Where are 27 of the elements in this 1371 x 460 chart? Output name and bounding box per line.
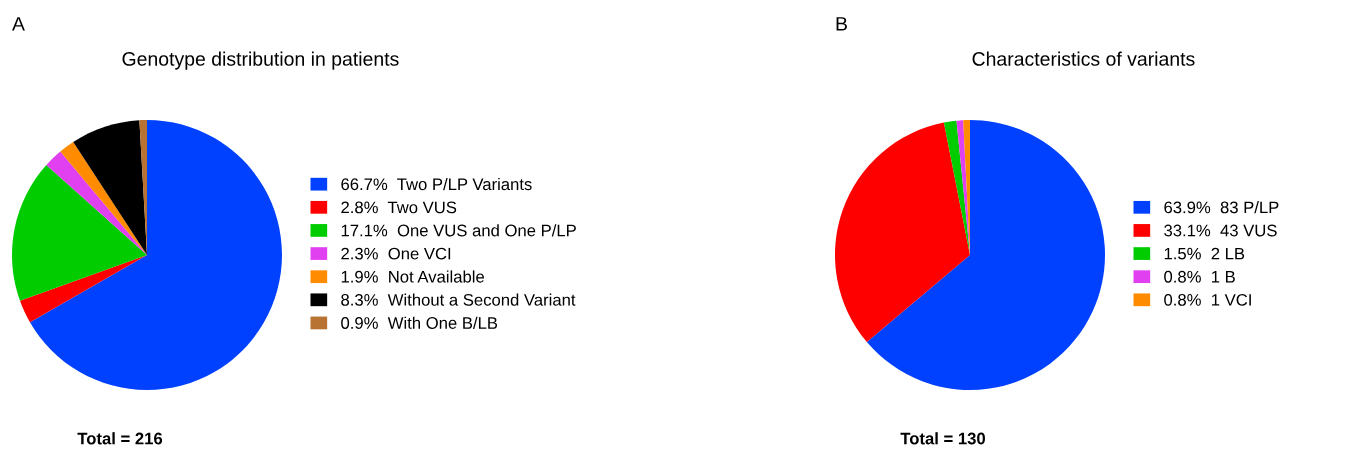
pie-slice: [46, 151, 147, 255]
pie-slice: [12, 165, 147, 301]
legend-label: 0.8% 1 B: [1164, 270, 1235, 283]
chart-title: Genotype distribution in patients: [122, 51, 399, 70]
chart-title: Characteristics of variants: [972, 51, 1195, 66]
text: Total = 130: [900, 432, 986, 445]
pie-slice: [943, 120, 970, 255]
text: A: [12, 17, 25, 31]
legend-label: 63.9% 83 P/LP: [1164, 201, 1279, 214]
legend-label: 2.8% Two VUS: [341, 201, 457, 214]
legend-label: 0.9% With One B/LB: [341, 316, 498, 329]
pie-slice: [29, 120, 282, 390]
legend-label: 8.3% Without a Second Variant: [341, 293, 576, 306]
pie-slice: [866, 120, 1105, 390]
legend-label: 17.1% One VUS and One P/LP: [341, 224, 576, 237]
pie-slice: [835, 122, 970, 343]
legend-label: 2.3% One VCI: [341, 247, 451, 260]
pie-slice: [19, 255, 147, 323]
legend-label: 0.8% 1 VCI: [1164, 293, 1251, 306]
text: Total = 216: [77, 432, 163, 445]
pie-slice: [73, 120, 147, 255]
pie-slice: [60, 141, 147, 255]
legend-label: 33.1% 43 VUS: [1164, 224, 1277, 237]
legend-label: 66.7% Two P/LP Variants: [341, 177, 532, 191]
legend-label: 1.9% Not Available: [341, 270, 484, 283]
text: B: [836, 17, 847, 31]
legend-label: 1.5% 2 LB: [1164, 247, 1245, 260]
